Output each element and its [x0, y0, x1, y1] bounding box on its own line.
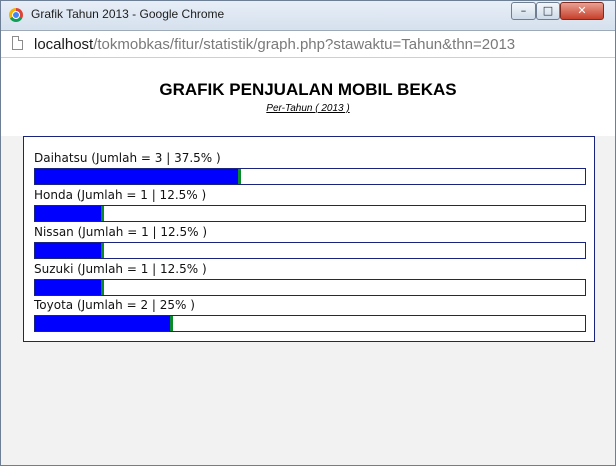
bar-toyota	[35, 316, 173, 331]
graph-panel: Daihatsu (Jumlah = 3 | 37.5% ) Honda (Ju…	[1, 136, 615, 465]
bar-suzuki	[35, 280, 104, 295]
bar-label-suzuki: Suzuki (Jumlah = 1 | 12.5% )	[34, 262, 207, 276]
bar-daihatsu	[35, 169, 242, 184]
bar-row-daihatsu: Daihatsu (Jumlah = 3 | 37.5% )	[34, 151, 586, 187]
page-content: GRAFIK PENJUALAN MOBIL BEKAS Per-Tahun (…	[1, 58, 615, 465]
title-bar[interactable]: Grafik Tahun 2013 - Google Chrome – □ ✕	[1, 1, 615, 29]
url-text[interactable]: localhost/tokmobkas/fitur/statistik/grap…	[34, 36, 515, 53]
address-bar[interactable]: localhost/tokmobkas/fitur/statistik/grap…	[1, 30, 615, 58]
page-subtitle: Per-Tahun ( 2013 )	[266, 103, 350, 114]
bar-chart: Daihatsu (Jumlah = 3 | 37.5% ) Honda (Ju…	[23, 136, 595, 342]
bar-label-nissan: Nissan (Jumlah = 1 | 12.5% )	[34, 225, 208, 239]
bar-honda	[35, 206, 104, 221]
bar-track-toyota	[34, 315, 586, 332]
maximize-button[interactable]: □	[536, 2, 560, 20]
chrome-logo-icon	[9, 8, 23, 22]
bar-track-suzuki	[34, 279, 586, 296]
bar-label-toyota: Toyota (Jumlah = 2 | 25% )	[34, 298, 195, 312]
close-button[interactable]: ✕	[560, 2, 604, 20]
page-title: GRAFIK PENJUALAN MOBIL BEKAS	[159, 80, 457, 99]
url-path: /tokmobkas/fitur/statistik/graph.php?sta…	[93, 36, 516, 53]
bar-track-daihatsu	[34, 168, 586, 185]
minimize-button[interactable]: –	[511, 2, 536, 20]
bar-track-honda	[34, 205, 586, 222]
url-host: localhost	[34, 36, 94, 53]
page-icon	[12, 36, 23, 50]
bar-track-nissan	[34, 242, 586, 259]
window-title: Grafik Tahun 2013 - Google Chrome	[31, 7, 225, 21]
bar-row-suzuki: Suzuki (Jumlah = 1 | 12.5% )	[34, 262, 586, 298]
bar-row-nissan: Nissan (Jumlah = 1 | 12.5% )	[34, 225, 586, 261]
bar-row-toyota: Toyota (Jumlah = 2 | 25% )	[34, 298, 586, 334]
bar-label-honda: Honda (Jumlah = 1 | 12.5% )	[34, 188, 207, 202]
bar-row-honda: Honda (Jumlah = 1 | 12.5% )	[34, 188, 586, 224]
bar-label-daihatsu: Daihatsu (Jumlah = 3 | 37.5% )	[34, 151, 221, 165]
bar-nissan	[35, 243, 104, 258]
